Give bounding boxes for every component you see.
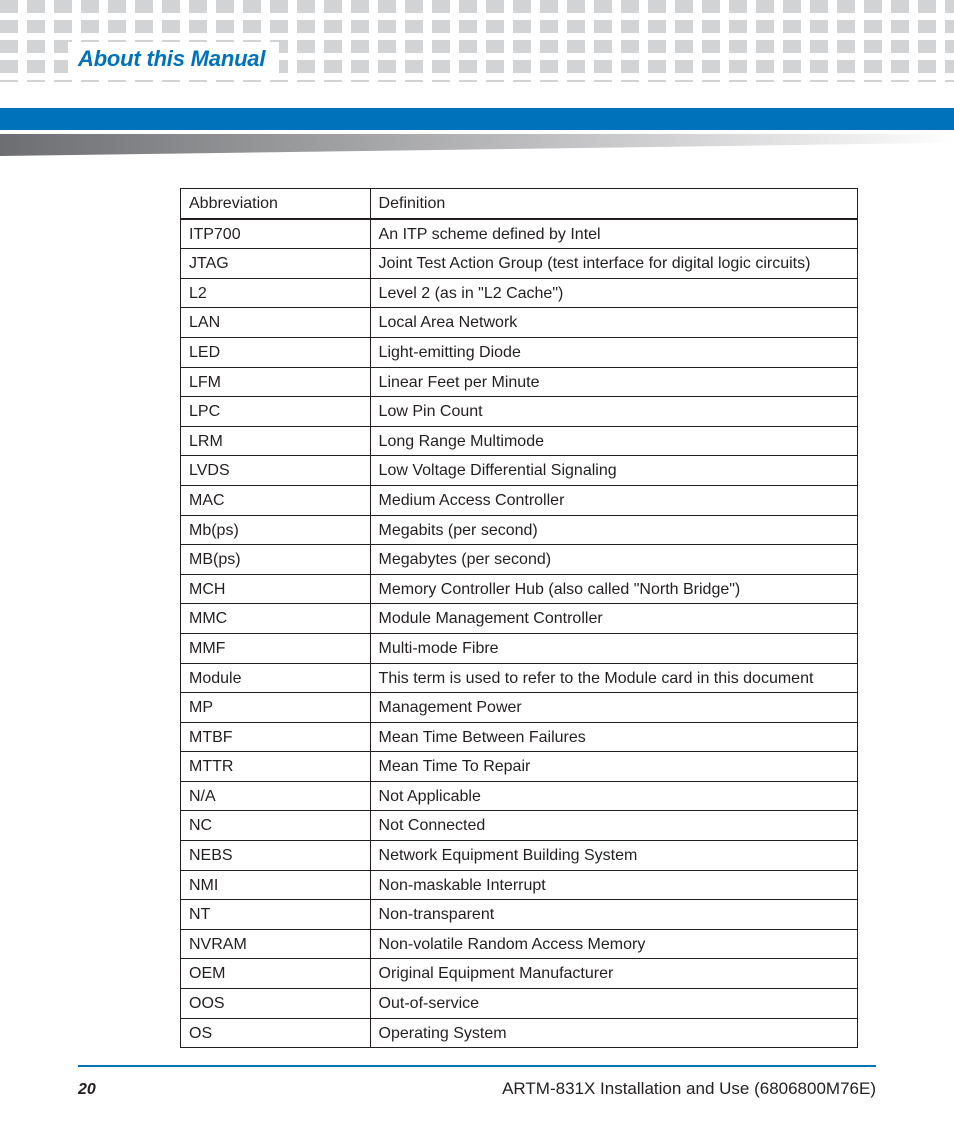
cell-definition: Multi-mode Fibre [370,633,857,663]
table-row: NMINon-maskable Interrupt [181,870,858,900]
table-row: MMFMulti-mode Fibre [181,633,858,663]
cell-definition: This term is used to refer to the Module… [370,663,857,693]
cell-abbrev: MCH [181,574,371,604]
cell-definition: Joint Test Action Group (test interface … [370,249,857,279]
table-row: MB(ps)Megabytes (per second) [181,545,858,575]
cell-abbrev: LVDS [181,456,371,486]
cell-definition: Module Management Controller [370,604,857,634]
cell-definition: Network Equipment Building System [370,841,857,871]
cell-definition: Not Connected [370,811,857,841]
table-row: JTAGJoint Test Action Group (test interf… [181,249,858,279]
cell-abbrev: MMC [181,604,371,634]
col-header-abbrev: Abbreviation [181,189,371,219]
cell-abbrev: OOS [181,989,371,1019]
cell-abbrev: LED [181,337,371,367]
table-row: LRMLong Range Multimode [181,426,858,456]
table-row: LPCLow Pin Count [181,397,858,427]
table-row: NCNot Connected [181,811,858,841]
cell-definition: Long Range Multimode [370,426,857,456]
cell-abbrev: NVRAM [181,929,371,959]
table-row: MPManagement Power [181,693,858,723]
cell-abbrev: JTAG [181,249,371,279]
table-row: L2Level 2 (as in "L2 Cache") [181,278,858,308]
cell-definition: Non-volatile Random Access Memory [370,929,857,959]
cell-abbrev: MMF [181,633,371,663]
abbreviations-table: AbbreviationDefinitionITP700An ITP schem… [180,188,858,1048]
cell-definition: An ITP scheme defined by Intel [370,219,857,249]
cell-definition: Light-emitting Diode [370,337,857,367]
table-header-row: AbbreviationDefinition [181,189,858,219]
cell-abbrev: MAC [181,485,371,515]
table-row: ModuleThis term is used to refer to the … [181,663,858,693]
table-row: MMCModule Management Controller [181,604,858,634]
table-row: Mb(ps)Megabits (per second) [181,515,858,545]
cell-definition: Original Equipment Manufacturer [370,959,857,989]
cell-definition: Local Area Network [370,308,857,338]
table-row: LFMLinear Feet per Minute [181,367,858,397]
cell-definition: Level 2 (as in "L2 Cache") [370,278,857,308]
table-row: NEBSNetwork Equipment Building System [181,841,858,871]
col-header-definition: Definition [370,189,857,219]
table-row: LVDSLow Voltage Differential Signaling [181,456,858,486]
cell-definition: Non-transparent [370,900,857,930]
table-row: OSOperating System [181,1018,858,1048]
table-row: LEDLight-emitting Diode [181,337,858,367]
table-row: N/ANot Applicable [181,781,858,811]
table-row: MACMedium Access Controller [181,485,858,515]
page-number: 20 [78,1081,96,1099]
cell-abbrev: NMI [181,870,371,900]
header-blue-bar [0,108,954,130]
cell-definition: Mean Time Between Failures [370,722,857,752]
cell-definition: Non-maskable Interrupt [370,870,857,900]
cell-definition: Out-of-service [370,989,857,1019]
cell-abbrev: OS [181,1018,371,1048]
table-row: LANLocal Area Network [181,308,858,338]
cell-abbrev: LPC [181,397,371,427]
table-row: OOSOut-of-service [181,989,858,1019]
cell-abbrev: MB(ps) [181,545,371,575]
table-row: MCHMemory Controller Hub (also called "N… [181,574,858,604]
cell-abbrev: L2 [181,278,371,308]
cell-abbrev: NEBS [181,841,371,871]
cell-abbrev: ITP700 [181,219,371,249]
cell-definition: Mean Time To Repair [370,752,857,782]
cell-abbrev: Module [181,663,371,693]
cell-abbrev: LRM [181,426,371,456]
cell-definition: Low Pin Count [370,397,857,427]
cell-definition: Management Power [370,693,857,723]
cell-abbrev: N/A [181,781,371,811]
cell-definition: Memory Controller Hub (also called "Nort… [370,574,857,604]
cell-abbrev: LAN [181,308,371,338]
cell-abbrev: NC [181,811,371,841]
section-title-wrap: About this Manual [68,42,279,76]
cell-definition: Not Applicable [370,781,857,811]
section-title: About this Manual [78,46,265,72]
table-row: NVRAMNon-volatile Random Access Memory [181,929,858,959]
table-row: MTTRMean Time To Repair [181,752,858,782]
table-row: MTBFMean Time Between Failures [181,722,858,752]
cell-definition: Low Voltage Differential Signaling [370,456,857,486]
content-area: AbbreviationDefinitionITP700An ITP schem… [180,188,858,1048]
cell-abbrev: LFM [181,367,371,397]
cell-definition: Linear Feet per Minute [370,367,857,397]
table-row: NTNon-transparent [181,900,858,930]
cell-definition: Medium Access Controller [370,485,857,515]
cell-definition: Megabits (per second) [370,515,857,545]
cell-abbrev: NT [181,900,371,930]
cell-abbrev: OEM [181,959,371,989]
cell-abbrev: MTTR [181,752,371,782]
cell-abbrev: MTBF [181,722,371,752]
cell-abbrev: MP [181,693,371,723]
cell-abbrev: Mb(ps) [181,515,371,545]
table-row: ITP700An ITP scheme defined by Intel [181,219,858,249]
table-row: OEMOriginal Equipment Manufacturer [181,959,858,989]
document-title: ARTM-831X Installation and Use (6806800M… [502,1079,876,1099]
cell-definition: Operating System [370,1018,857,1048]
cell-definition: Megabytes (per second) [370,545,857,575]
header-gradient-bar [0,134,954,156]
page-footer: 20 ARTM-831X Installation and Use (68068… [78,1065,876,1099]
